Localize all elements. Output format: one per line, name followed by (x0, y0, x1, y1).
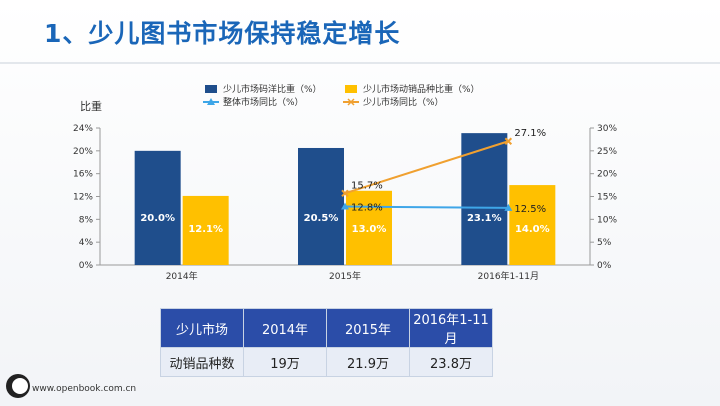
bar (461, 133, 508, 265)
legend-label: 少儿市场动销品种比重（%） (363, 83, 480, 95)
table-cell: 23.8万 (409, 347, 493, 377)
y2-tick-label: 0% (597, 261, 612, 271)
y2-tick-label: 25% (597, 147, 617, 157)
footer-url[interactable]: www.openbook.com.cn (32, 384, 137, 394)
table-cell: 19万 (243, 347, 327, 377)
bar-data-label: 12.1% (188, 224, 223, 235)
footer: www.openbook.com.cn (6, 374, 206, 402)
y-tick-label: 8% (79, 215, 94, 225)
y-tick-label: 12% (73, 193, 93, 203)
table-header-cell: 2014年 (243, 308, 327, 348)
legend-marker (207, 98, 215, 105)
y-tick-label: 16% (73, 170, 93, 180)
table-header-row: 少儿市场 2014年 2015年 2016年1-11月 (160, 308, 493, 348)
table-row: 动销品种数 19万 21.9万 23.8万 (160, 347, 493, 377)
table-header-cell: 少儿市场 (160, 308, 244, 348)
table-cell: 动销品种数 (160, 347, 244, 377)
line-data-label: 12.5% (514, 204, 546, 215)
table-header-cell: 2015年 (326, 308, 410, 348)
legend-marker (347, 98, 355, 106)
line-point (504, 203, 513, 211)
line-data-label: 15.7% (351, 180, 383, 191)
series-line (344, 140, 509, 195)
bar-data-label: 13.0% (352, 224, 387, 235)
slide-title: 1、少儿图书市场保持稳定增长 (44, 19, 401, 48)
bar (298, 147, 344, 265)
legend-label: 整体市场同比（%） (223, 96, 304, 108)
x-tick-label: 2016年1-11月 (478, 270, 539, 282)
y-tick-label: 0% (79, 261, 94, 271)
legend-swatch (205, 85, 217, 93)
line-point (341, 202, 349, 210)
y2-tick-label: 30% (597, 124, 617, 134)
series-line (344, 205, 509, 209)
y-axis-title: 比重 (80, 99, 102, 113)
y2-tick-label: 15% (597, 193, 617, 203)
y-tick-label: 24% (73, 124, 93, 134)
bar-data-label: 23.1% (467, 213, 502, 224)
bar (182, 195, 229, 265)
line-data-label: 12.8% (351, 203, 383, 214)
y-tick-label: 20% (73, 147, 93, 157)
line-point (341, 189, 349, 198)
openbook-logo-inner (12, 378, 28, 394)
bar (509, 185, 556, 265)
summary-table: 少儿市场 2014年 2015年 2016年1-11月 动销品种数 19万 21… (160, 308, 493, 377)
bar (346, 190, 392, 265)
bar-line-chart: 比重 0% 4% 8% 12% 16% 20% 24% 0% 5% 10% 15% 20% 25% 30% 2… (73, 83, 617, 282)
x-tick-label: 2015年 (329, 270, 361, 282)
bar-data-label: 14.0% (515, 224, 550, 235)
bar-data-label: 20.5% (304, 213, 339, 224)
openbook-logo-icon (6, 374, 30, 398)
line-point (504, 137, 513, 145)
y2-tick-label: 5% (597, 238, 612, 248)
y2-tick-label: 20% (597, 170, 617, 180)
line-data-label: 27.1% (514, 128, 546, 139)
legend-swatch (345, 85, 357, 93)
x-tick-label: 2014年 (166, 270, 198, 282)
bar-data-label: 20.0% (140, 213, 175, 224)
y-tick-label: 4% (79, 238, 94, 248)
title-divider (0, 62, 720, 64)
table-cell: 21.9万 (326, 347, 410, 377)
bar (134, 150, 181, 265)
y2-tick-label: 10% (597, 215, 617, 225)
legend-label: 少儿市场码洋比重（%） (223, 83, 322, 95)
table-header-cell: 2016年1-11月 (409, 308, 493, 348)
legend-label: 少儿市场同比（%） (363, 96, 444, 108)
